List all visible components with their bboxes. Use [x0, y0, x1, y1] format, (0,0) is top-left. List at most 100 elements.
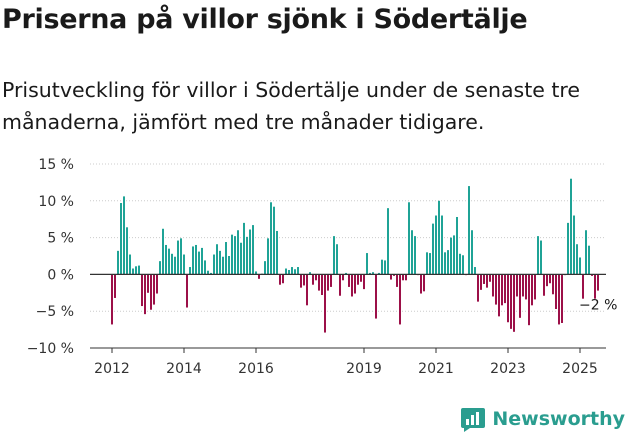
bar — [363, 274, 365, 290]
bar — [390, 274, 392, 280]
bar — [540, 240, 542, 275]
bar — [195, 244, 197, 275]
bar — [306, 274, 308, 306]
bar — [516, 274, 518, 297]
bar — [249, 229, 251, 275]
bar — [549, 274, 551, 284]
bar — [165, 244, 167, 275]
bar — [393, 274, 395, 276]
bar — [492, 274, 494, 297]
bar — [300, 274, 302, 288]
bar — [402, 274, 404, 281]
brand-name: Newsworthy — [492, 408, 625, 430]
brand-logo[interactable]: Newsworthy — [460, 406, 625, 432]
bar — [471, 230, 473, 275]
bar — [507, 274, 509, 323]
bar — [234, 236, 236, 275]
bar — [384, 260, 386, 275]
bar — [348, 274, 350, 287]
bar — [513, 274, 515, 332]
bar — [183, 254, 185, 275]
bar — [318, 274, 320, 291]
bar — [531, 274, 533, 306]
bar — [480, 274, 482, 290]
bar — [435, 215, 437, 275]
bar — [369, 272, 371, 275]
bar — [270, 202, 272, 275]
bar — [375, 274, 377, 319]
bar — [522, 274, 524, 297]
bar — [159, 261, 161, 275]
bar — [240, 242, 242, 275]
x-tick-label: 2023 — [490, 361, 526, 377]
bar — [462, 255, 464, 275]
bar-chart: 15 % 10 % 5 % 0 % −5 % −10 % 2012 2014 2016 2019… — [27, 157, 618, 377]
bar — [543, 274, 545, 296]
bar — [558, 274, 560, 325]
bar — [333, 236, 335, 275]
bar — [336, 244, 338, 275]
bar — [126, 227, 128, 275]
bar — [360, 274, 362, 282]
bar — [474, 267, 476, 275]
y-tick-label: 10 % — [38, 194, 74, 210]
bar — [282, 274, 284, 284]
bar — [453, 235, 455, 275]
bar — [132, 268, 134, 275]
bar — [219, 250, 221, 275]
bar — [486, 274, 488, 288]
bars-group — [111, 178, 599, 333]
bar — [288, 269, 290, 275]
chart-title: Priserna på villor sjönk i Södertälje — [2, 4, 528, 35]
bar — [168, 248, 170, 275]
bar — [225, 242, 227, 275]
bar — [117, 250, 119, 275]
x-axis: 2012 2014 2016 2019 2021 2023 2025 — [90, 347, 606, 377]
bar — [189, 267, 191, 275]
bar — [141, 274, 143, 307]
bar — [201, 247, 203, 275]
bar — [138, 265, 140, 275]
bar — [405, 274, 407, 281]
bar — [339, 274, 341, 296]
bar — [432, 223, 434, 275]
bar — [312, 274, 314, 285]
bar — [327, 274, 329, 291]
bar — [537, 236, 539, 275]
bar — [354, 274, 356, 294]
bar — [456, 216, 458, 275]
bar — [330, 274, 332, 287]
bar — [420, 274, 422, 294]
bar — [597, 274, 599, 291]
bar — [495, 274, 497, 305]
bar — [423, 274, 425, 292]
x-tick-label: 2016 — [238, 361, 274, 377]
latest-value-label: −2 % — [579, 298, 617, 314]
bar — [255, 271, 257, 275]
bar — [504, 274, 506, 304]
x-tick-label: 2019 — [346, 361, 382, 377]
bar — [501, 274, 503, 306]
bar — [324, 274, 326, 333]
bar — [483, 274, 485, 284]
bar — [111, 274, 113, 325]
newsworthy-logo-icon — [461, 408, 486, 432]
bar — [228, 256, 230, 275]
bar — [171, 253, 173, 275]
bar — [411, 230, 413, 275]
bar — [192, 246, 194, 275]
bar — [267, 238, 269, 275]
bar — [447, 250, 449, 275]
bar — [396, 274, 398, 287]
bar — [366, 253, 368, 275]
bar — [204, 260, 206, 275]
bar — [222, 256, 224, 275]
bar — [414, 236, 416, 275]
bar — [252, 225, 254, 275]
bar — [552, 274, 554, 295]
bar — [114, 274, 116, 298]
bar — [510, 274, 512, 329]
bar — [210, 272, 212, 275]
bar — [231, 234, 233, 275]
x-tick-label: 2021 — [418, 361, 454, 377]
